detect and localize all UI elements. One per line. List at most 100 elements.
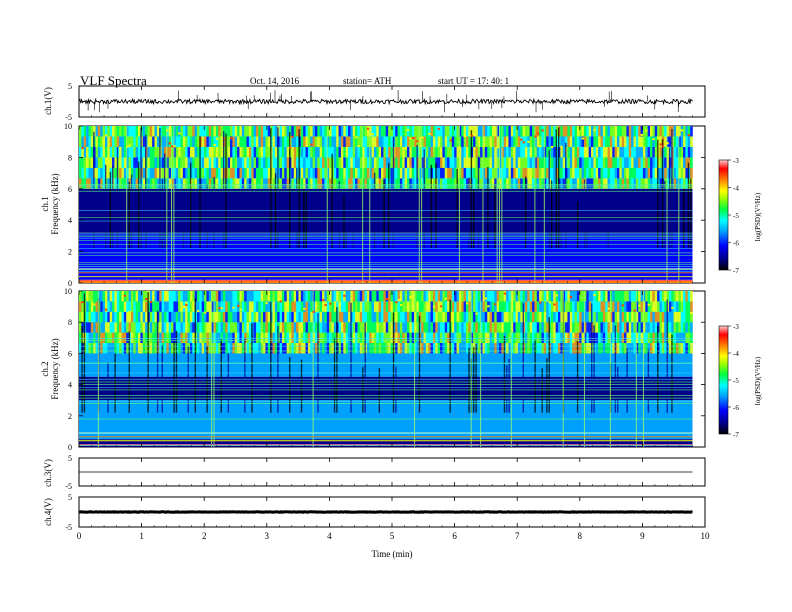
spectral-pixel — [626, 343, 630, 354]
spectral-pixel — [423, 343, 427, 354]
spectral-pixel — [428, 126, 431, 137]
spectral-pixel — [329, 146, 332, 158]
spectral-pixel — [588, 146, 592, 158]
spectral-speckle — [279, 300, 282, 303]
spectral-pixel — [220, 332, 224, 343]
spectral-pixel — [430, 146, 434, 158]
spectral-pixel — [678, 167, 681, 179]
spectral-pixel — [602, 167, 606, 179]
spectral-pixel — [263, 126, 266, 137]
spectral-pixel — [350, 291, 354, 302]
spectral-pixel — [390, 291, 394, 302]
spectral-pixel — [227, 343, 231, 354]
spectral-pixel — [298, 322, 302, 333]
spectral-pixel — [255, 343, 259, 354]
spectral-pixel — [609, 126, 613, 137]
spectral-pixel — [510, 343, 514, 354]
spectral-pixel — [539, 167, 542, 179]
spectral-pixel — [208, 291, 212, 302]
spectral-pixel — [196, 311, 200, 323]
spectral-pixel — [130, 343, 134, 354]
spectral-pixel — [112, 301, 115, 312]
spectral-pixel — [675, 301, 679, 312]
spectral-pixel — [152, 311, 155, 323]
spectral-pixel — [539, 322, 542, 333]
spectral-pixel — [574, 311, 578, 323]
spectral-pixel — [185, 311, 188, 323]
spectral-pixel — [79, 136, 82, 147]
spectral-pixel — [383, 332, 387, 343]
spectral-pixel — [444, 343, 448, 354]
spectral-pixel — [265, 301, 269, 312]
spectral-pixel — [595, 157, 599, 168]
spectral-pixel — [142, 291, 146, 302]
spectral-pixel — [119, 311, 122, 323]
spectral-pixel — [279, 157, 283, 168]
spectral-pixel — [572, 146, 575, 158]
spectral-pixel — [79, 126, 82, 137]
spectral-pixel — [609, 146, 613, 158]
spectral-pixel — [317, 167, 320, 179]
spectral-pixel — [253, 146, 257, 158]
spectral-pixel — [399, 146, 403, 158]
spectral-pixel — [586, 178, 589, 189]
spectral-pixel — [442, 343, 446, 354]
spectral-pixel — [83, 157, 87, 168]
spectral-pixel — [567, 126, 571, 137]
spectral-pixel — [88, 291, 92, 302]
spectral-pixel — [539, 126, 542, 137]
spectral-pixel — [135, 126, 139, 137]
spectral-pixel — [135, 311, 139, 323]
spectral-pixel — [121, 322, 125, 333]
spectral-pixel — [437, 291, 441, 302]
spectral-pixel — [336, 167, 339, 179]
spectral-pixel — [536, 157, 540, 168]
spectral-pixel — [395, 167, 398, 179]
spectral-streak — [303, 189, 305, 249]
spectral-streak — [114, 353, 116, 413]
spectral-speckle — [496, 146, 499, 149]
spectral-pixel — [557, 322, 561, 333]
spectral-pixel — [428, 311, 431, 323]
spectral-pixel — [491, 301, 495, 312]
spectral-pixel — [553, 126, 556, 137]
spectral-pixel — [265, 291, 269, 302]
spectral-pixel — [149, 157, 153, 168]
spectral-pixel — [598, 332, 601, 343]
spectral-pixel — [633, 291, 637, 302]
spectral-pixel — [678, 311, 681, 323]
spectral-pixel — [274, 291, 278, 302]
spectral-pixel — [291, 322, 295, 333]
spectral-pixel — [220, 126, 224, 137]
spectral-pixel — [543, 136, 547, 147]
spectral-pixel — [130, 322, 134, 333]
spectral-spike — [369, 126, 371, 283]
spectral-pixel — [340, 291, 344, 302]
spectral-pixel — [461, 291, 464, 302]
spectral-speckle — [432, 305, 436, 308]
spectral-pixel — [628, 301, 632, 312]
spectral-pixel — [428, 167, 431, 179]
spectral-pixel — [248, 322, 252, 333]
spectral-pixel — [239, 157, 243, 168]
spectral-pixel — [650, 291, 653, 302]
spectral-pixel — [416, 301, 420, 312]
spectral-pixel — [565, 136, 568, 147]
spectral-speckle — [166, 129, 169, 132]
spectral-pixel — [204, 178, 207, 189]
spectral-pixel — [175, 178, 179, 189]
spectral-pixel — [404, 157, 408, 168]
spectral-pixel — [600, 332, 604, 343]
spectral-pixel — [513, 311, 516, 323]
spectral-pixel — [633, 178, 637, 189]
spectral-pixel — [395, 126, 398, 137]
spectral-pixel — [390, 157, 394, 168]
spectral-pixel — [204, 136, 207, 147]
spectral-pixel — [395, 291, 398, 302]
spectral-pixel — [319, 301, 323, 312]
spectral-pixel — [638, 146, 641, 158]
spectral-streak — [468, 177, 470, 249]
spectral-pixel — [666, 291, 670, 302]
spectral-pixel — [640, 126, 644, 137]
